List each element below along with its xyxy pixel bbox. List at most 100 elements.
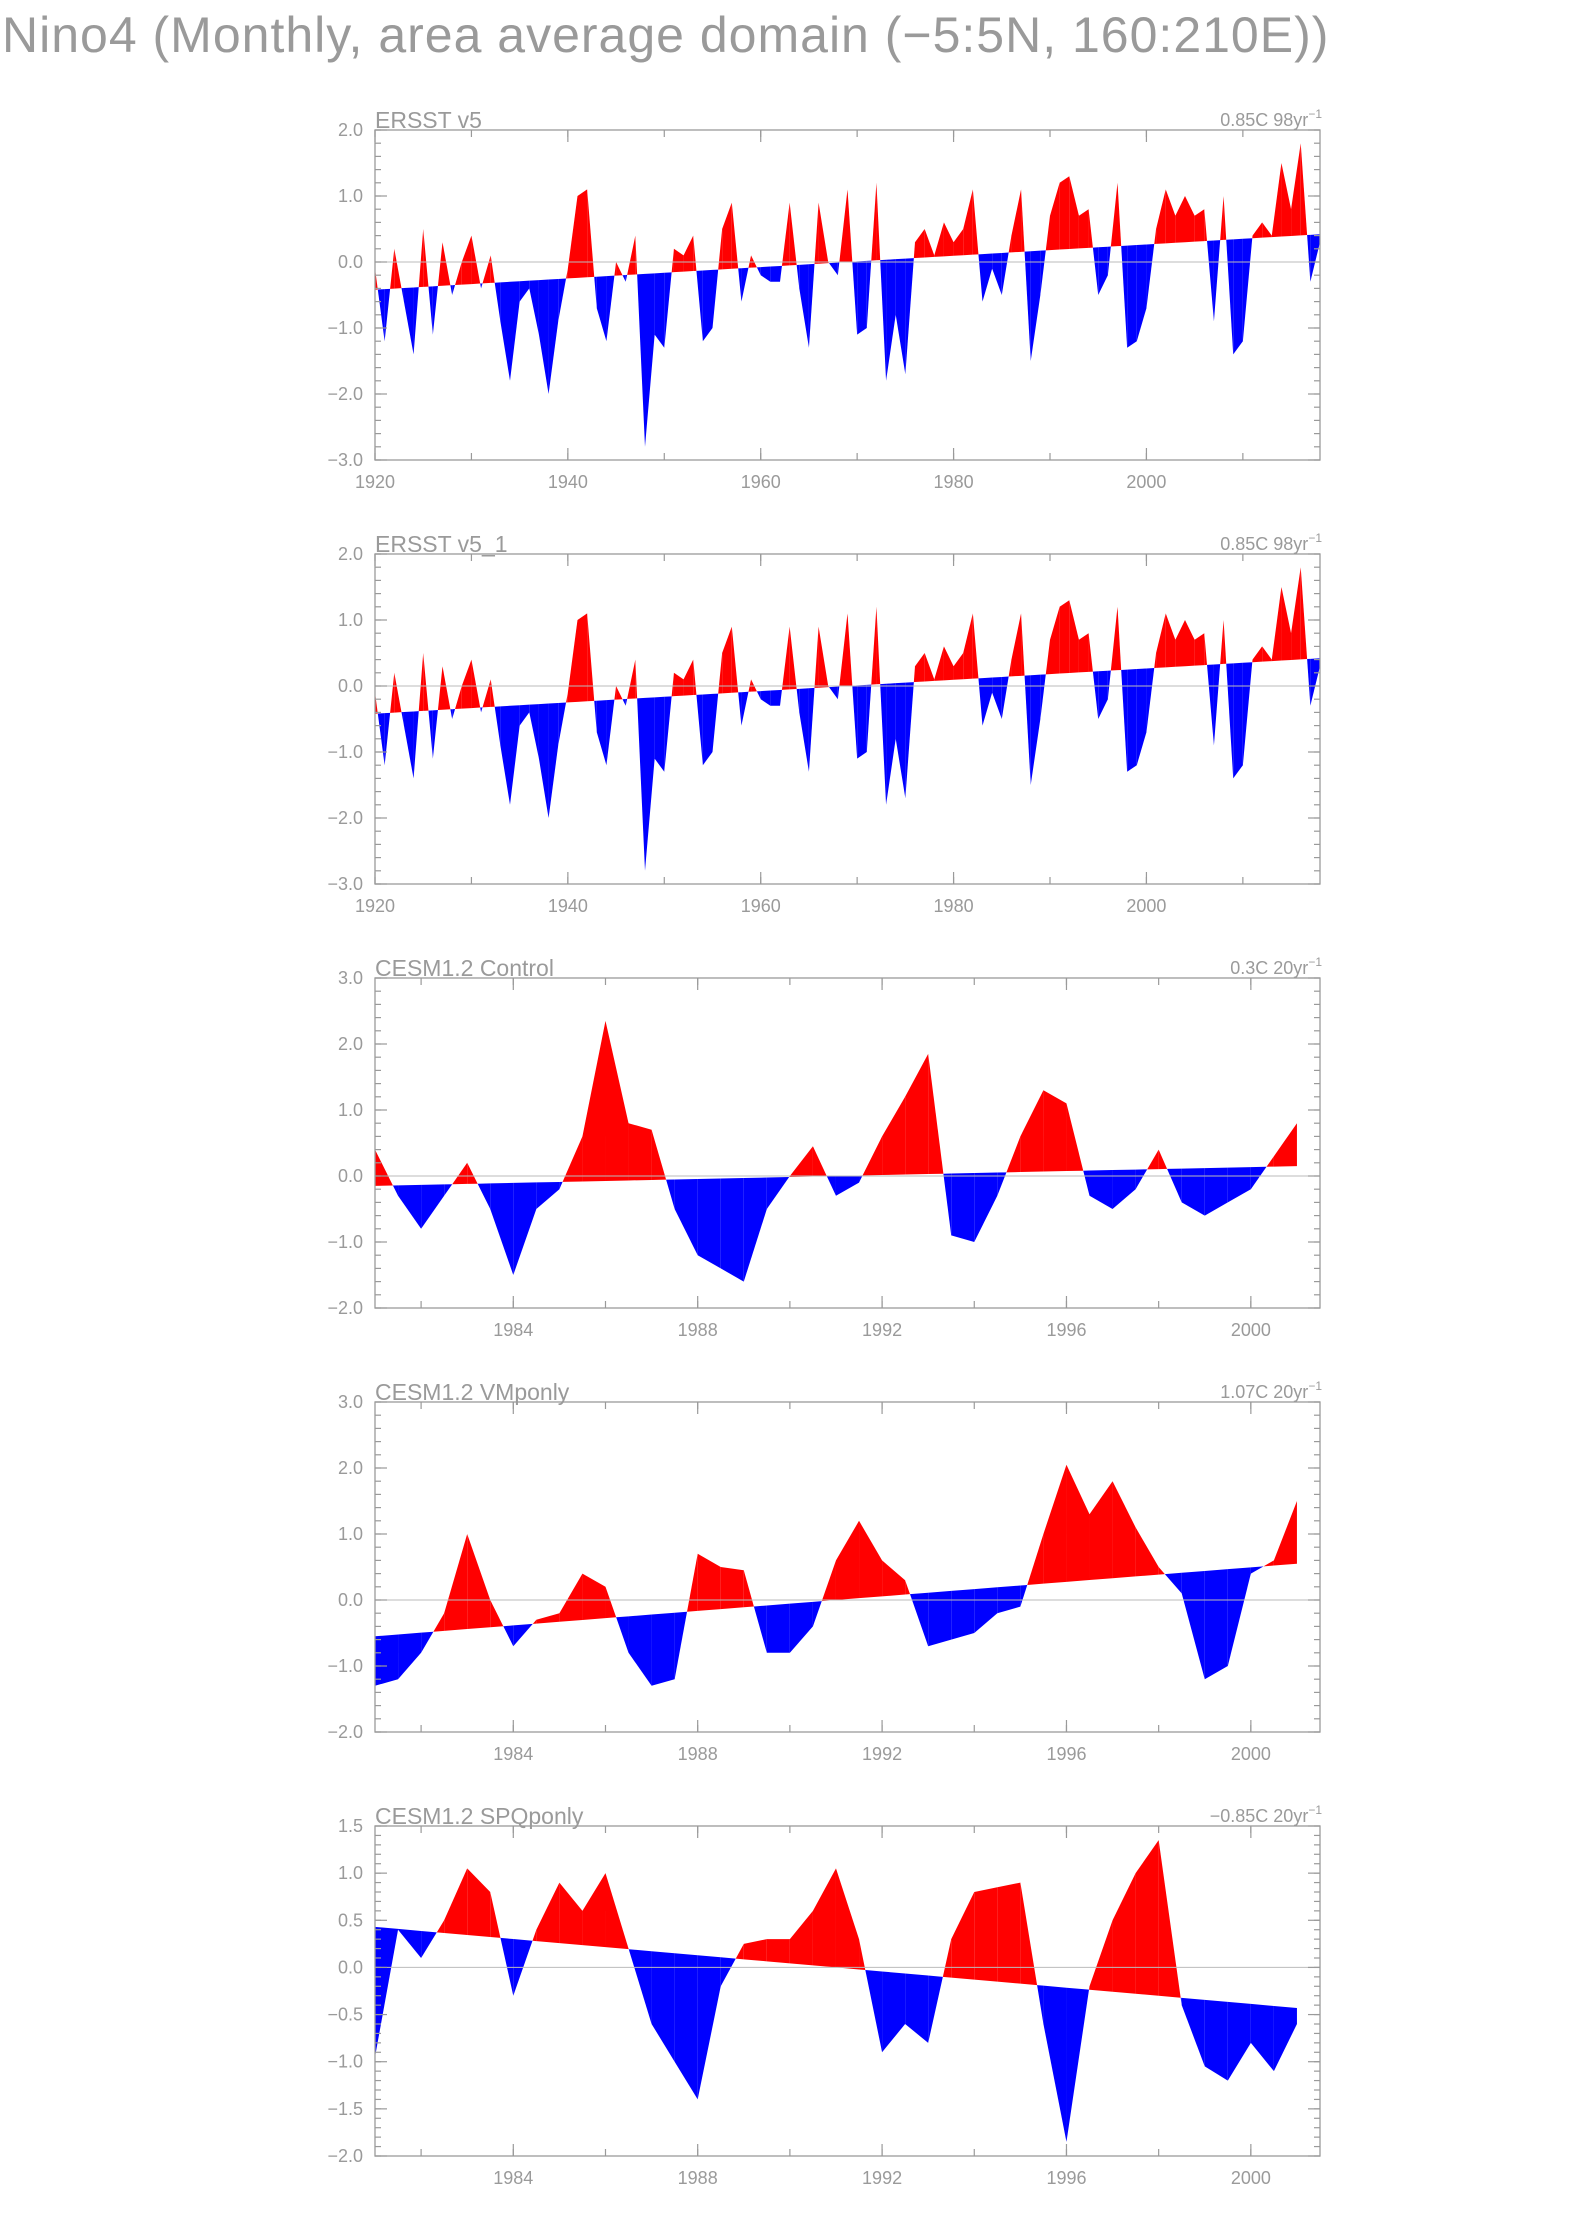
anomaly-area — [1158, 1567, 1165, 1575]
anomaly-area — [398, 1928, 422, 1958]
anomaly-area — [605, 1586, 617, 1619]
y-tick-label: −2.0 — [327, 2146, 363, 2166]
anomaly-area — [760, 690, 771, 706]
anomaly-area — [814, 626, 819, 688]
x-tick-label: 1960 — [741, 472, 781, 492]
anomaly-area — [837, 262, 840, 276]
anomaly-area — [789, 1910, 813, 1966]
anomaly-area — [1006, 1136, 1021, 1173]
anomaly-area — [428, 710, 433, 759]
anomaly-area — [587, 189, 595, 278]
anomaly-area — [982, 253, 993, 302]
anomaly-area — [628, 1614, 652, 1686]
anomaly-area — [444, 1184, 453, 1196]
anomaly-area — [910, 1592, 929, 1647]
anomaly-area — [1110, 606, 1118, 671]
anomaly-area — [928, 1053, 944, 1175]
anomaly-area — [1194, 209, 1205, 242]
anomaly-area — [1008, 235, 1012, 253]
anomaly-area — [450, 285, 453, 295]
anomaly-area — [1089, 1481, 1113, 1581]
x-tick-label: 1980 — [934, 896, 974, 916]
anomaly-area — [529, 280, 539, 335]
anomaly-area — [942, 1939, 952, 1978]
anomaly-area — [814, 202, 819, 264]
anomaly-area — [1204, 1569, 1228, 1680]
anomaly-area — [645, 273, 655, 447]
anomaly-area — [1227, 1567, 1251, 1666]
anomaly-area — [1059, 600, 1070, 674]
x-tick-label: 1988 — [678, 2168, 718, 2188]
anomaly-area — [978, 254, 983, 302]
anomaly-area — [567, 196, 578, 279]
x-tick-label: 1940 — [548, 896, 588, 916]
anomaly-area — [829, 262, 838, 276]
y-tick-label: 0.5 — [338, 1910, 363, 1930]
panel-title: ERSST v5_1 — [375, 531, 508, 557]
anomaly-area — [780, 265, 782, 282]
anomaly-area — [756, 691, 761, 700]
anomaly-area — [594, 276, 597, 309]
anomaly-area — [605, 1020, 629, 1181]
plot-frame — [374, 1401, 1321, 1733]
anomaly-area — [1027, 1534, 1044, 1585]
anomaly-area — [1037, 1985, 1044, 2024]
anomaly-area — [837, 686, 840, 700]
anomaly-area — [1107, 246, 1111, 276]
anomaly-area — [1089, 1920, 1113, 1992]
anomaly-area — [1146, 244, 1155, 309]
anomaly-area — [1271, 163, 1282, 238]
anomaly-area — [1127, 245, 1137, 348]
anomaly-area — [673, 248, 684, 273]
panel-title: CESM1.2 Control — [375, 955, 554, 981]
anomaly-area — [519, 704, 530, 726]
anomaly-area — [559, 1573, 583, 1622]
anomaly-area — [375, 1926, 399, 2057]
panel-trend-label: 0.85C 98yr−1 — [1220, 107, 1322, 130]
anomaly-area — [1226, 239, 1234, 355]
anomaly-area — [536, 1613, 560, 1624]
anomaly-area — [1300, 143, 1308, 236]
anomaly-area — [1194, 633, 1205, 666]
y-tick-label: 1.0 — [338, 1524, 363, 1544]
anomaly-area — [423, 229, 429, 287]
anomaly-area — [781, 626, 790, 690]
panel-trend-label: 1.07C 20yr−1 — [1220, 1379, 1322, 1402]
anomaly-area — [1088, 633, 1093, 672]
anomaly-area — [683, 235, 694, 272]
anomaly-area — [452, 1162, 468, 1185]
anomaly-area — [635, 235, 638, 275]
anomaly-area — [559, 1882, 583, 1946]
anomaly-area — [915, 653, 925, 683]
anomaly-area — [452, 285, 456, 295]
anomaly-area — [1135, 1840, 1159, 1996]
anomaly-area — [616, 686, 623, 700]
panel-ersst-v5-1: ERSST v5_1 0.85C 98yr−1 −3.0 −2.0 −1.0 0.0 1… — [327, 531, 1322, 916]
anomaly-area — [943, 222, 954, 257]
anomaly-area — [1252, 646, 1263, 663]
panel-cesm-vmponly: CESM1.2 VMponly 1.07C 20yr−1 −2.0 −1.0 0.0… — [327, 1379, 1322, 1764]
anomaly-area — [839, 613, 848, 687]
anomaly-area — [720, 1957, 736, 1987]
anomaly-area — [467, 1868, 491, 1938]
anomaly-area — [1050, 606, 1060, 675]
anomaly-area — [905, 682, 914, 799]
anomaly-area — [696, 694, 703, 766]
anomaly-area — [905, 258, 914, 375]
anomaly-area — [812, 1146, 827, 1177]
anomaly-area — [886, 259, 896, 381]
anomaly-area — [1069, 176, 1079, 249]
anomaly-area — [865, 1970, 883, 2053]
anomaly-area — [421, 1930, 437, 1958]
anomaly-area — [978, 678, 983, 726]
anomaly-area — [627, 235, 636, 275]
anomaly-area — [418, 653, 424, 712]
plot-frame — [374, 977, 1321, 1309]
anomaly-area — [928, 1975, 943, 2043]
anomaly-area — [442, 666, 451, 710]
anomaly-area — [1040, 674, 1046, 719]
anomaly-area — [635, 659, 638, 699]
x-tick-label: 2000 — [1231, 1320, 1271, 1340]
anomaly-area — [432, 286, 438, 335]
